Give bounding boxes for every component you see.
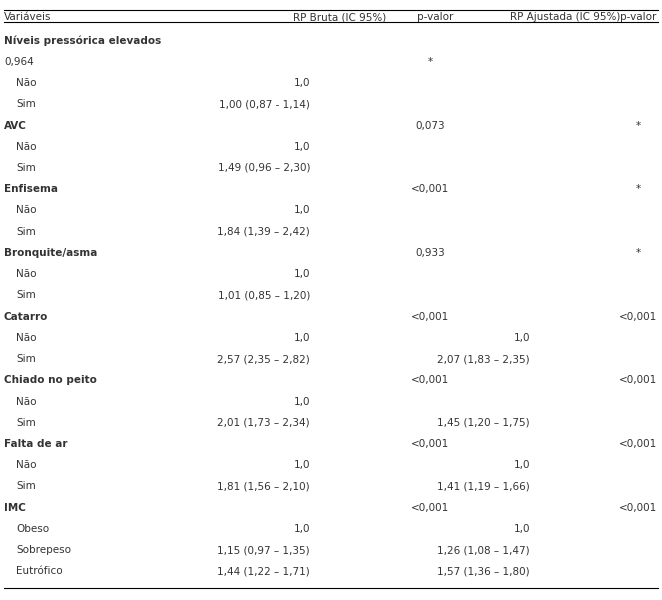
Text: AVC: AVC xyxy=(4,121,27,131)
Text: 0,073: 0,073 xyxy=(415,121,445,131)
Text: Sim: Sim xyxy=(16,418,36,428)
Text: p-valor: p-valor xyxy=(620,12,656,22)
Text: Sim: Sim xyxy=(16,481,36,491)
Text: Variáveis: Variáveis xyxy=(4,12,52,22)
Text: 1,01 (0,85 – 1,20): 1,01 (0,85 – 1,20) xyxy=(218,290,310,301)
Text: Bronquite/asma: Bronquite/asma xyxy=(4,248,97,258)
Text: 1,0: 1,0 xyxy=(514,524,530,534)
Text: Sim: Sim xyxy=(16,354,36,364)
Text: IMC: IMC xyxy=(4,503,26,512)
Text: 1,0: 1,0 xyxy=(514,460,530,470)
Text: 1,0: 1,0 xyxy=(514,333,530,343)
Text: 1,00 (0,87 - 1,14): 1,00 (0,87 - 1,14) xyxy=(219,100,310,109)
Text: *: * xyxy=(636,184,641,194)
Text: Níveis pressórica elevados: Níveis pressórica elevados xyxy=(4,35,162,46)
Text: 1,0: 1,0 xyxy=(293,524,310,534)
Text: Chiado no peito: Chiado no peito xyxy=(4,376,97,385)
Text: Falta de ar: Falta de ar xyxy=(4,439,68,449)
Text: 1,49 (0,96 – 2,30): 1,49 (0,96 – 2,30) xyxy=(218,163,310,173)
Text: Não: Não xyxy=(16,460,36,470)
Text: <0,001: <0,001 xyxy=(619,311,657,322)
Text: *: * xyxy=(428,57,432,67)
Text: Sim: Sim xyxy=(16,100,36,109)
Text: <0,001: <0,001 xyxy=(411,311,449,322)
Text: Não: Não xyxy=(16,205,36,215)
Text: 1,0: 1,0 xyxy=(293,142,310,152)
Text: 1,26 (1,08 – 1,47): 1,26 (1,08 – 1,47) xyxy=(438,545,530,555)
Text: 1,0: 1,0 xyxy=(293,78,310,88)
Text: *: * xyxy=(636,121,641,131)
Text: Não: Não xyxy=(16,269,36,279)
Text: <0,001: <0,001 xyxy=(411,503,449,512)
Text: Enfisema: Enfisema xyxy=(4,184,58,194)
Text: 1,57 (1,36 – 1,80): 1,57 (1,36 – 1,80) xyxy=(438,566,530,577)
Text: RP Bruta (IC 95%): RP Bruta (IC 95%) xyxy=(293,12,387,22)
Text: 1,81 (1,56 – 2,10): 1,81 (1,56 – 2,10) xyxy=(217,481,310,491)
Text: *: * xyxy=(636,248,641,258)
Text: 2,01 (1,73 – 2,34): 2,01 (1,73 – 2,34) xyxy=(217,418,310,428)
Text: 0,933: 0,933 xyxy=(415,248,445,258)
Text: 1,0: 1,0 xyxy=(293,269,310,279)
Text: 0,964: 0,964 xyxy=(4,57,34,67)
Text: Não: Não xyxy=(16,142,36,152)
Text: <0,001: <0,001 xyxy=(619,376,657,385)
Text: 1,45 (1,20 – 1,75): 1,45 (1,20 – 1,75) xyxy=(438,418,530,428)
Text: 1,0: 1,0 xyxy=(293,205,310,215)
Text: 1,0: 1,0 xyxy=(293,333,310,343)
Text: Sim: Sim xyxy=(16,163,36,173)
Text: Sim: Sim xyxy=(16,290,36,301)
Text: <0,001: <0,001 xyxy=(411,439,449,449)
Text: Não: Não xyxy=(16,78,36,88)
Text: Sobrepeso: Sobrepeso xyxy=(16,545,71,555)
Text: 1,15 (0,97 – 1,35): 1,15 (0,97 – 1,35) xyxy=(217,545,310,555)
Text: 1,0: 1,0 xyxy=(293,460,310,470)
Text: <0,001: <0,001 xyxy=(411,376,449,385)
Text: <0,001: <0,001 xyxy=(619,503,657,512)
Text: 2,07 (1,83 – 2,35): 2,07 (1,83 – 2,35) xyxy=(438,354,530,364)
Text: <0,001: <0,001 xyxy=(619,439,657,449)
Text: p-valor: p-valor xyxy=(417,12,453,22)
Text: Sim: Sim xyxy=(16,227,36,236)
Text: Eutrófico: Eutrófico xyxy=(16,566,63,577)
Text: RP Ajustada (IC 95%): RP Ajustada (IC 95%) xyxy=(510,12,620,22)
Text: <0,001: <0,001 xyxy=(411,184,449,194)
Text: 1,41 (1,19 – 1,66): 1,41 (1,19 – 1,66) xyxy=(437,481,530,491)
Text: Obeso: Obeso xyxy=(16,524,49,534)
Text: 1,84 (1,39 – 2,42): 1,84 (1,39 – 2,42) xyxy=(217,227,310,236)
Text: 1,44 (1,22 – 1,71): 1,44 (1,22 – 1,71) xyxy=(217,566,310,577)
Text: 1,0: 1,0 xyxy=(293,397,310,407)
Text: 2,57 (2,35 – 2,82): 2,57 (2,35 – 2,82) xyxy=(217,354,310,364)
Text: Não: Não xyxy=(16,333,36,343)
Text: Não: Não xyxy=(16,397,36,407)
Text: Catarro: Catarro xyxy=(4,311,48,322)
